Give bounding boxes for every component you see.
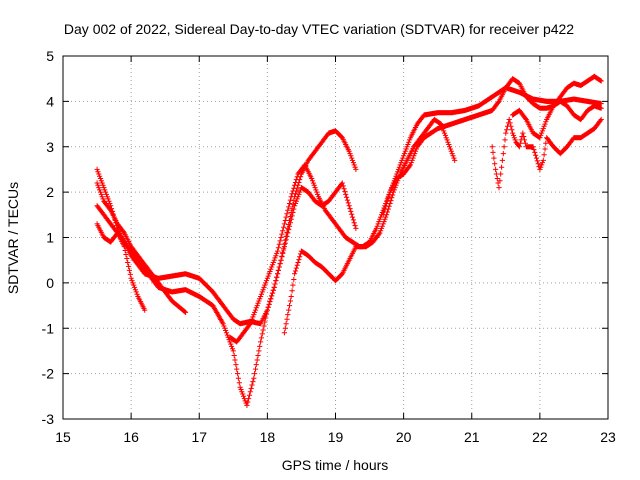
data-points <box>94 73 604 408</box>
series-track-6 <box>281 85 604 336</box>
y-tick-label: -2 <box>42 366 55 382</box>
series-track-8 <box>489 116 604 191</box>
series-points-track-7 <box>380 73 604 218</box>
grid <box>63 56 608 419</box>
tick-marks <box>62 55 609 420</box>
x-tick-label: 15 <box>55 429 71 445</box>
series-track-5 <box>227 116 458 345</box>
y-tick-label: -1 <box>42 320 55 336</box>
series-points-track-2 <box>94 180 189 315</box>
series-track-9 <box>510 98 604 141</box>
y-tick-label: 5 <box>46 48 54 64</box>
y-tick-label: 0 <box>46 275 54 291</box>
series-points-track-1 <box>94 128 359 327</box>
series-track-1 <box>94 128 359 327</box>
series-points-track-8 <box>489 116 604 191</box>
x-tick-label: 20 <box>396 429 412 445</box>
x-tick-label: 17 <box>191 429 207 445</box>
x-tick-label: 22 <box>532 429 548 445</box>
series-points-track-4 <box>94 180 359 408</box>
chart-title: Day 002 of 2022, Sidereal Day-to-day VTE… <box>64 21 574 37</box>
y-tick-label: 2 <box>46 184 54 200</box>
y-axis-label: SDTVAR / TECUs <box>5 182 21 294</box>
series-points-track-9 <box>510 98 604 141</box>
y-tick-label: -3 <box>42 411 55 427</box>
x-tick-labels: 15 16 17 18 19 20 21 22 23 <box>55 429 616 445</box>
x-tick-label: 23 <box>600 429 616 445</box>
y-tick-labels: -3 -2 -1 0 1 2 3 4 5 <box>42 48 55 427</box>
y-tick-label: 1 <box>46 230 54 246</box>
x-tick-label: 19 <box>328 429 344 445</box>
x-tick-label: 16 <box>123 429 139 445</box>
series-track-2 <box>94 180 189 315</box>
series-points-track-6 <box>281 85 604 336</box>
series-points-track-5 <box>227 116 458 345</box>
series-track-4 <box>94 180 359 408</box>
series-track-7 <box>380 73 604 218</box>
x-axis-label: GPS time / hours <box>282 457 389 473</box>
y-tick-label: 3 <box>46 139 54 155</box>
x-tick-label: 18 <box>260 429 276 445</box>
y-tick-label: 4 <box>46 93 54 109</box>
x-tick-label: 21 <box>464 429 480 445</box>
